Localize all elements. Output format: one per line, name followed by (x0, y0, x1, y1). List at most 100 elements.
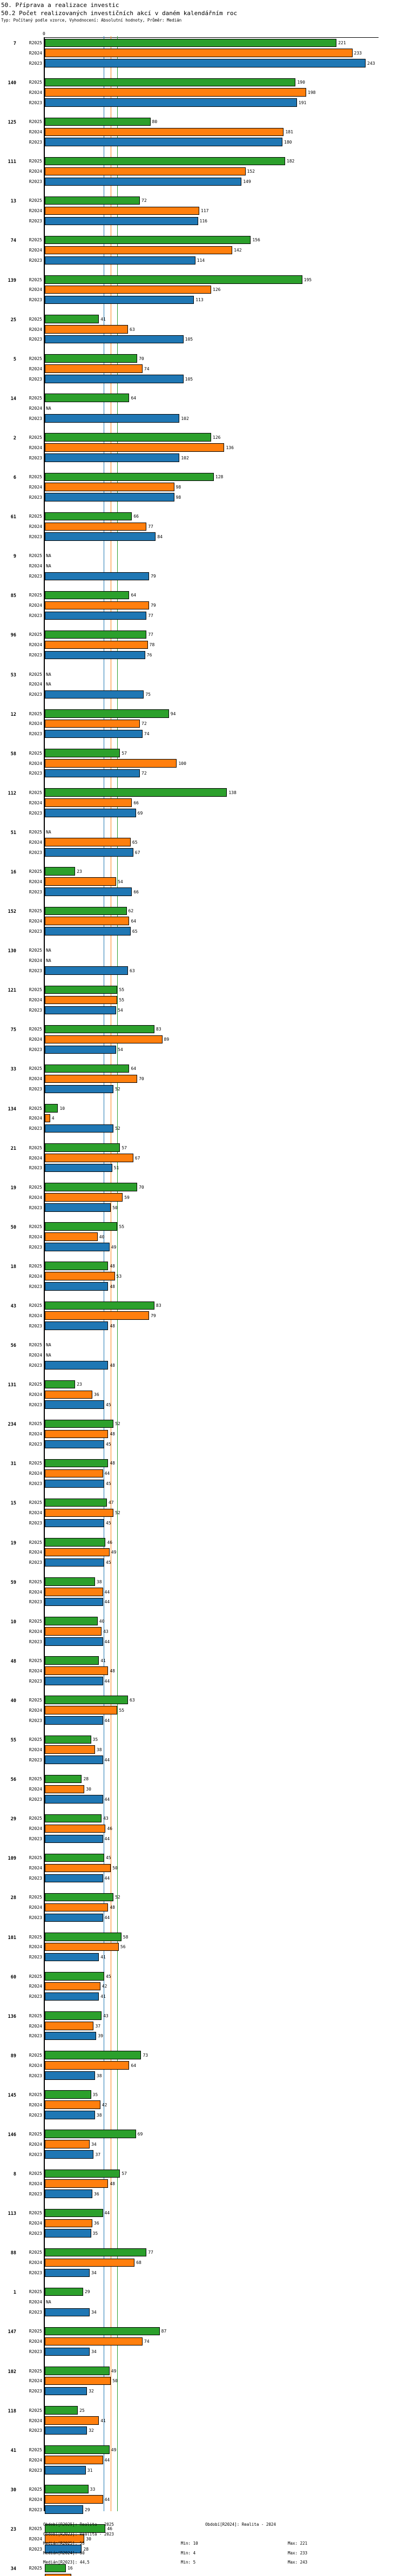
bar[interactable] (45, 285, 211, 294)
bar[interactable] (45, 1558, 104, 1567)
bar[interactable] (45, 1311, 150, 1320)
bar[interactable] (45, 414, 180, 423)
bar[interactable] (45, 2574, 71, 2576)
bar[interactable] (45, 759, 177, 768)
bar[interactable] (45, 2130, 136, 2138)
bar[interactable] (45, 2268, 90, 2277)
bar[interactable] (45, 1321, 109, 1330)
bar[interactable] (45, 532, 156, 541)
bar[interactable] (45, 1953, 99, 1962)
bar[interactable] (45, 375, 184, 383)
bar[interactable] (45, 1498, 107, 1507)
bar[interactable] (45, 49, 353, 57)
bar[interactable] (45, 98, 297, 107)
bar[interactable] (45, 906, 127, 916)
bar[interactable] (45, 611, 147, 620)
bar[interactable] (45, 1035, 163, 1044)
bar[interactable] (45, 995, 118, 1005)
bar[interactable] (45, 1400, 104, 1409)
bar[interactable] (45, 1361, 109, 1370)
bar[interactable] (45, 1390, 92, 1399)
bar[interactable] (45, 59, 366, 67)
bar[interactable] (45, 2022, 94, 2030)
bar[interactable] (45, 2100, 100, 2109)
bar[interactable] (45, 1006, 116, 1015)
bar[interactable] (45, 2545, 82, 2553)
bar[interactable] (45, 235, 251, 245)
bar[interactable] (45, 809, 136, 817)
bar[interactable] (45, 2229, 91, 2238)
bar[interactable] (45, 1538, 106, 1547)
bar[interactable] (45, 2189, 92, 2198)
bar[interactable] (45, 1440, 104, 1449)
bar[interactable] (45, 1597, 103, 1606)
bar[interactable] (45, 1893, 114, 1902)
bar[interactable] (45, 788, 227, 797)
bar[interactable] (45, 335, 184, 344)
bar[interactable] (45, 2287, 83, 2296)
bar[interactable] (45, 2445, 110, 2454)
bar[interactable] (45, 650, 145, 660)
bar[interactable] (45, 1232, 98, 1241)
bar[interactable] (45, 1588, 103, 1596)
bar[interactable] (45, 1834, 103, 1843)
bar[interactable] (45, 483, 174, 491)
bar[interactable] (45, 709, 169, 718)
bar[interactable] (45, 117, 151, 126)
bar[interactable] (45, 167, 246, 176)
bar[interactable] (45, 216, 198, 226)
bar[interactable] (45, 256, 195, 265)
bar[interactable] (45, 1735, 91, 1744)
bar[interactable] (45, 2485, 89, 2493)
bar[interactable] (45, 1933, 122, 1941)
bar[interactable] (45, 1163, 112, 1172)
bar[interactable] (45, 177, 242, 186)
bar[interactable] (45, 2051, 141, 2059)
bar[interactable] (45, 206, 199, 215)
bar[interactable] (45, 1380, 76, 1389)
bar[interactable] (45, 1084, 114, 1094)
bar[interactable] (45, 1903, 109, 1912)
bar[interactable] (45, 1203, 111, 1212)
bar[interactable] (45, 1479, 104, 1488)
bar[interactable] (45, 1874, 103, 1883)
bar[interactable] (45, 966, 128, 975)
bar[interactable] (45, 1706, 118, 1714)
bar[interactable] (45, 433, 211, 442)
bar[interactable] (45, 1656, 99, 1665)
bar[interactable] (45, 1637, 103, 1646)
bar[interactable] (45, 729, 143, 738)
bar[interactable] (45, 2466, 86, 2475)
bar[interactable] (45, 591, 130, 600)
bar[interactable] (45, 1074, 138, 1083)
bar[interactable] (45, 1064, 130, 1073)
bar[interactable] (45, 1114, 50, 1123)
bar[interactable] (45, 1982, 100, 1991)
bar[interactable] (45, 2456, 103, 2464)
bar[interactable] (45, 985, 118, 994)
bar[interactable] (45, 1853, 104, 1862)
bar[interactable] (45, 138, 282, 146)
bar[interactable] (45, 325, 128, 334)
bar[interactable] (45, 1548, 110, 1557)
bar[interactable] (45, 157, 285, 166)
bar[interactable] (45, 1814, 102, 1823)
bar[interactable] (45, 275, 302, 284)
bar[interactable] (45, 1154, 133, 1162)
bar[interactable] (45, 127, 284, 137)
bar[interactable] (45, 1627, 102, 1636)
bar[interactable] (45, 1459, 109, 1468)
bar[interactable] (45, 1124, 114, 1133)
bar[interactable] (45, 630, 147, 639)
bar[interactable] (45, 1824, 106, 1833)
bar[interactable] (45, 2367, 110, 2375)
bar[interactable] (45, 1716, 103, 1725)
bar[interactable] (45, 493, 174, 501)
bar[interactable] (45, 1617, 98, 1625)
bar[interactable] (45, 1183, 138, 1191)
bar[interactable] (45, 1025, 154, 1034)
bar[interactable] (45, 1972, 104, 1981)
bar[interactable] (45, 1755, 103, 1764)
bar[interactable] (45, 2426, 87, 2435)
bar[interactable] (45, 1577, 95, 1586)
